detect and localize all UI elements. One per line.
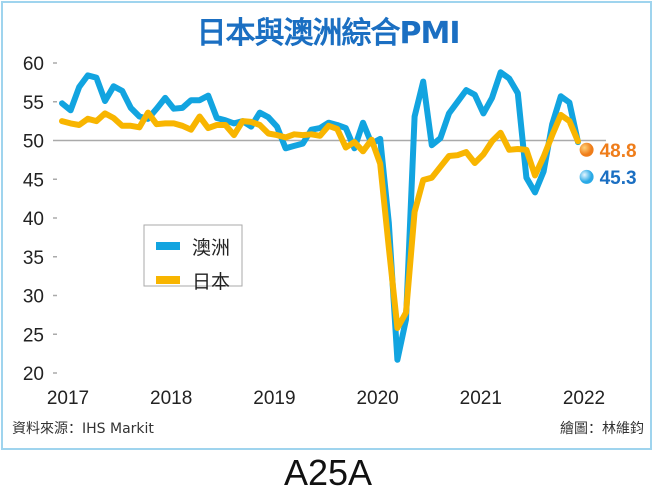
y-tick-label: 20	[23, 364, 44, 385]
y-tick-label: 55	[23, 93, 44, 114]
legend-box	[143, 224, 243, 287]
credit-note: 繪圖：林維鈞	[560, 421, 644, 437]
x-tick-label: 2018	[150, 388, 192, 409]
legend-label-australia: 澳洲	[192, 237, 230, 259]
australia-end-label: 45.3	[600, 168, 637, 189]
japan-end-dot	[579, 142, 594, 157]
y-tick-label: 40	[23, 209, 44, 230]
chart-frame	[1, 1, 652, 450]
y-tick-label: 50	[23, 132, 44, 153]
australia-end-dot	[579, 169, 594, 184]
series-line-japan	[59, 109, 581, 332]
page-label: A25A	[283, 452, 373, 493]
legend-swatch-australia	[156, 242, 180, 250]
y-tick-label: 45	[23, 170, 44, 191]
y-tick-label: 30	[23, 287, 44, 308]
y-tick-label: 25	[23, 325, 44, 346]
y-tick-label: 60	[23, 54, 44, 75]
x-tick-label: 2021	[460, 388, 502, 409]
legend-swatch-japan	[156, 276, 180, 284]
x-tick-label: 2017	[47, 388, 89, 409]
chart-title: 日本與澳洲綜合PMI	[196, 16, 460, 51]
y-tick-label: 35	[23, 248, 44, 269]
x-tick-label: 2022	[563, 388, 605, 409]
x-tick-label: 2019	[253, 388, 295, 409]
japan-end-label: 48.8	[600, 141, 637, 162]
x-tick-label: 2020	[356, 388, 398, 409]
source-note: 資料來源：IHS Markit	[12, 421, 154, 437]
legend-label-japan: 日本	[192, 271, 230, 293]
series-line-australia	[59, 69, 581, 363]
